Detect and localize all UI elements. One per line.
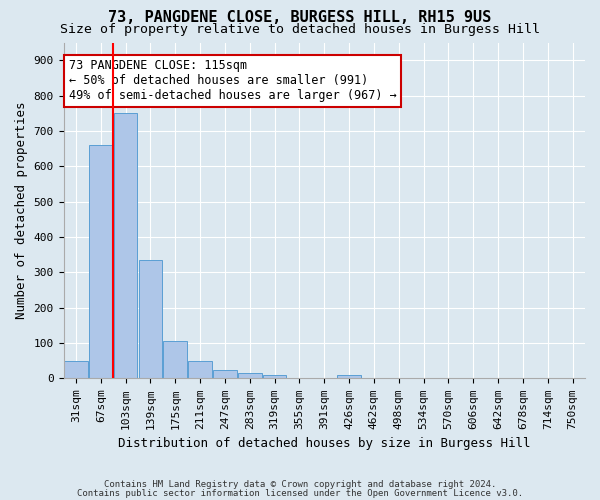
Bar	[139, 260, 162, 378]
Text: Contains public sector information licensed under the Open Government Licence v3: Contains public sector information licen…	[77, 488, 523, 498]
Text: 73, PANGDENE CLOSE, BURGESS HILL, RH15 9US: 73, PANGDENE CLOSE, BURGESS HILL, RH15 9…	[109, 10, 491, 25]
Bar	[89, 145, 113, 378]
Bar	[263, 375, 286, 378]
Text: 73 PANGDENE CLOSE: 115sqm
← 50% of detached houses are smaller (991)
49% of semi: 73 PANGDENE CLOSE: 115sqm ← 50% of detac…	[69, 60, 397, 102]
Bar	[213, 370, 237, 378]
Bar	[238, 373, 262, 378]
Bar	[163, 342, 187, 378]
Text: Size of property relative to detached houses in Burgess Hill: Size of property relative to detached ho…	[60, 22, 540, 36]
Bar	[188, 361, 212, 378]
Text: Contains HM Land Registry data © Crown copyright and database right 2024.: Contains HM Land Registry data © Crown c…	[104, 480, 496, 489]
Bar	[64, 361, 88, 378]
Bar	[337, 375, 361, 378]
X-axis label: Distribution of detached houses by size in Burgess Hill: Distribution of detached houses by size …	[118, 437, 530, 450]
Y-axis label: Number of detached properties: Number of detached properties	[15, 102, 28, 319]
Bar	[114, 113, 137, 378]
